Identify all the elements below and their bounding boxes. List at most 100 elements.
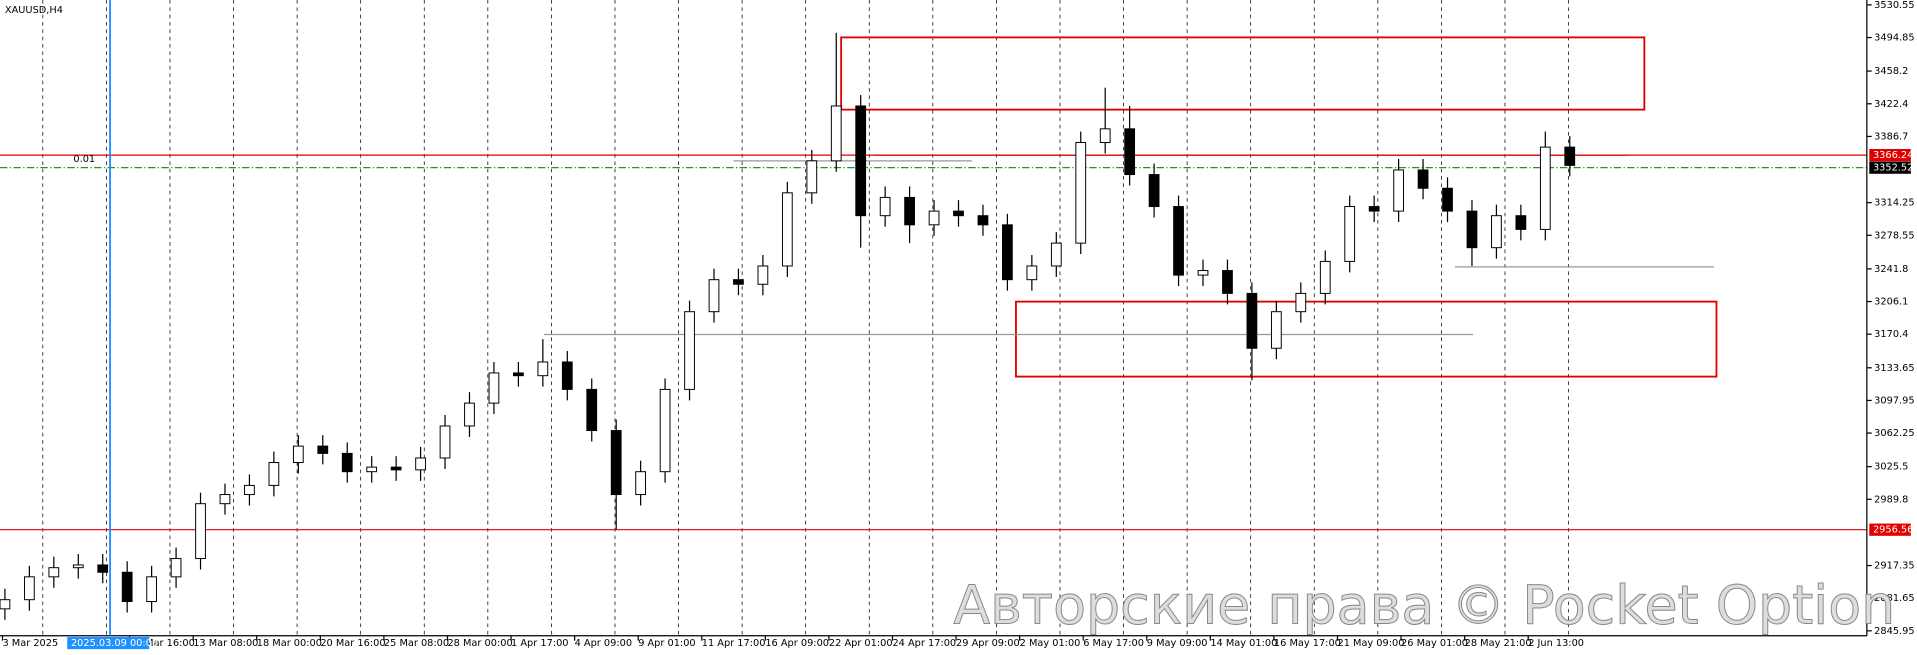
price-label: 3366.24 [1873,150,1913,161]
candle-body [1246,292,1258,349]
candle-body [439,425,451,459]
candle-body [0,599,11,610]
candle-body [1026,265,1038,281]
candle-body [830,105,842,162]
candle-body [1368,206,1380,212]
candle-body [537,361,549,377]
candle-body [928,210,940,226]
candle-body [1075,142,1087,244]
x-tick-label: 18 Mar 00:00 [257,638,322,649]
candle-body [146,576,158,603]
candle-body [1173,206,1184,276]
candle-body [170,558,182,578]
x-tick-label: 24 Apr 17:00 [892,638,956,649]
candle-body [72,564,84,569]
y-tick-label: 3062.25 [1874,428,1914,439]
x-tick-label: 21 May 09:00 [1337,638,1404,649]
price-label-bg [1869,161,1911,174]
candle-body [195,503,206,560]
candle-body [684,311,695,390]
y-tick-label: 3314.25 [1874,198,1914,209]
x-tick-label: 4 Apr 09:00 [575,638,632,649]
y-tick-label: 3170.4 [1874,329,1908,340]
y-tick-label: 3458.2 [1874,66,1908,77]
y-tick-label: 2845.95 [1874,626,1914,637]
x-tick-label: 9 May 09:00 [1147,638,1208,649]
x-tick-label: 2 May 01:00 [1020,638,1081,649]
zone [840,36,1646,111]
y-tick-label: 2989.8 [1874,494,1908,505]
candle-body [1491,215,1502,249]
candle-body [953,210,964,217]
candle-body [757,265,769,285]
candle-body [977,215,989,226]
candle-body [1295,292,1307,313]
y-tick-label: 3422.4 [1874,99,1908,110]
x-tick-label: 2 Jun 13:00 [1528,638,1584,649]
candle-body [23,576,35,601]
x-tick-label: 9 Apr 01:00 [638,638,695,649]
price-label-bg [1869,523,1911,536]
x-tick-label: 28 Mar 00:00 [447,638,512,649]
candle-body [806,160,818,194]
y-tick-label: 3241.8 [1874,264,1908,275]
x-tick-label: 16 Apr 09:00 [765,638,829,649]
x-tick-label: 26 May 01:00 [1401,638,1468,649]
candle-body [366,466,378,473]
crosshair-label: 2025.03.09 00:00 [71,638,158,649]
candle-body [635,471,647,496]
candle-body [586,388,598,432]
candle-body [904,196,915,226]
candle-body [464,402,475,427]
candle-body [1050,242,1062,267]
candle-body [610,430,622,496]
price-label: 2956.56 [1873,525,1913,536]
candle-body [1393,169,1404,212]
candle-body [268,462,280,486]
y-tick-label: 3133.65 [1874,363,1914,374]
candle-body [488,372,500,404]
y-tick-label: 3025.5 [1874,462,1908,473]
y-tick-label: 3530.55 [1874,0,1914,11]
x-tick-label: 3 Mar 2025 [2,638,58,649]
candle-body [1539,146,1551,230]
x-tick-label: 14 May 01:00 [1210,638,1277,649]
candle-body [1466,210,1478,249]
candle-body [855,105,867,217]
candle-body [659,388,671,473]
price-label: 3352.52 [1873,163,1913,174]
x-tick-label: 11 Apr 17:00 [702,638,766,649]
candle-body [1442,187,1453,212]
x-tick-label: 6 May 17:00 [1083,638,1144,649]
candle-body [1417,169,1429,189]
chart-title: XAUUSD,H4 [5,5,63,16]
candle-body [1197,270,1209,276]
candle-body [1515,215,1527,230]
x-tick-label: 1 Apr 17:00 [511,638,568,649]
y-tick-label: 3386.7 [1874,131,1908,142]
candle-body [219,494,231,505]
x-tick-label: 28 May 21:00 [1465,638,1532,649]
y-tick-label: 3097.95 [1874,395,1914,406]
price-label-bg [1869,149,1911,162]
candle-body [513,372,524,377]
crosshair-label-bg [67,636,150,650]
candle-body [341,452,353,473]
x-tick-label: 22 Apr 01:00 [829,638,893,649]
candle-body [733,279,744,285]
x-tick-label: 20 Mar 16:00 [320,638,385,649]
candle-body [879,196,891,217]
candle-body [48,567,60,578]
y-tick-label: 3494.85 [1874,33,1914,44]
x-tick-label: 13 Mar 08:00 [193,638,258,649]
x-tick-label: 16 May 17:00 [1274,638,1341,649]
candle-body [121,571,133,603]
candle-body [317,445,329,454]
x-tick-label: 29 Apr 09:00 [956,638,1020,649]
candle-body [1344,206,1356,262]
candle-body [561,361,573,390]
candle-body [1002,224,1013,281]
candle-body [292,445,304,464]
candle-body [1222,270,1233,294]
